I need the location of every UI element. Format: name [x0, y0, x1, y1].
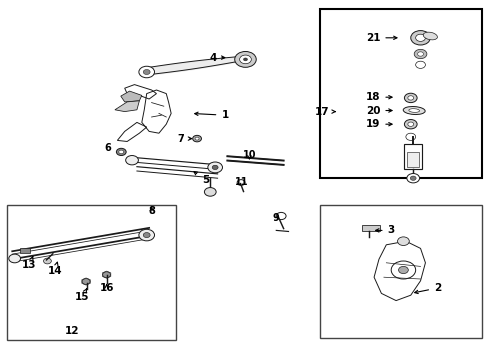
Circle shape [407, 96, 413, 100]
Bar [361, 225, 380, 231]
Text: 1: 1 [194, 110, 228, 120]
Circle shape [119, 150, 123, 154]
Circle shape [406, 174, 419, 183]
Circle shape [239, 55, 251, 64]
Circle shape [398, 266, 407, 274]
Bar [407, 152, 418, 167]
Text: 17: 17 [314, 107, 335, 117]
Circle shape [243, 58, 247, 61]
Text: 21: 21 [365, 33, 396, 43]
Circle shape [43, 258, 51, 264]
Text: 2: 2 [414, 283, 440, 294]
Circle shape [143, 69, 150, 75]
Circle shape [413, 49, 426, 59]
Circle shape [404, 120, 416, 129]
Circle shape [409, 176, 415, 180]
Polygon shape [121, 91, 142, 102]
Circle shape [404, 93, 416, 103]
Circle shape [417, 52, 423, 56]
Bar [320, 9, 481, 178]
Ellipse shape [403, 107, 424, 114]
Text: 19: 19 [365, 119, 391, 129]
Bar [7, 205, 176, 340]
Circle shape [139, 66, 154, 78]
Text: 3: 3 [375, 225, 394, 235]
Circle shape [410, 31, 429, 45]
Bar [404, 144, 421, 169]
Text: 15: 15 [75, 289, 89, 302]
Bar [320, 205, 481, 338]
Text: 8: 8 [148, 206, 155, 216]
Text: 9: 9 [272, 213, 279, 223]
Circle shape [212, 165, 218, 170]
Text: 5: 5 [194, 172, 208, 185]
Text: 11: 11 [235, 177, 248, 187]
Text: 4: 4 [208, 53, 224, 63]
Circle shape [139, 229, 154, 241]
Circle shape [143, 233, 150, 238]
Text: 12: 12 [65, 326, 80, 336]
Bar [20, 248, 30, 253]
Text: 20: 20 [365, 105, 391, 116]
Circle shape [9, 254, 20, 263]
Ellipse shape [422, 32, 437, 40]
Ellipse shape [408, 109, 419, 112]
Circle shape [397, 237, 408, 246]
Circle shape [204, 188, 216, 196]
Circle shape [207, 162, 222, 173]
Text: 14: 14 [47, 262, 62, 276]
Circle shape [116, 148, 126, 156]
Text: 7: 7 [177, 134, 191, 144]
Text: 16: 16 [99, 283, 114, 293]
Text: 6: 6 [104, 143, 111, 153]
Circle shape [234, 51, 256, 67]
Circle shape [102, 272, 110, 278]
Circle shape [82, 279, 90, 284]
Circle shape [407, 122, 413, 126]
Circle shape [195, 137, 199, 140]
Circle shape [192, 135, 201, 142]
Polygon shape [115, 101, 139, 112]
Text: 18: 18 [365, 92, 391, 102]
Text: 13: 13 [22, 256, 37, 270]
Text: 10: 10 [242, 150, 256, 160]
Circle shape [415, 34, 425, 41]
Circle shape [125, 156, 138, 165]
